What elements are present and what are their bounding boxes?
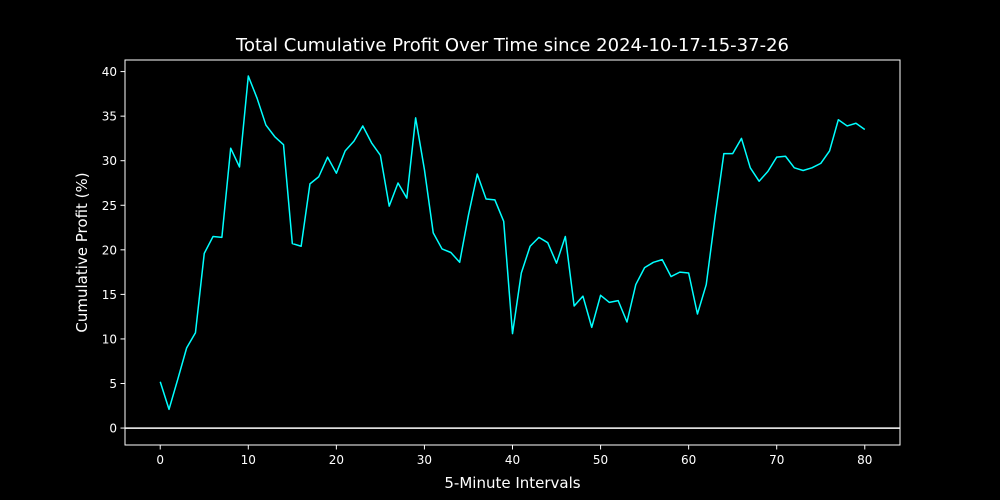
x-tick-label: 70: [769, 453, 784, 467]
x-tick-label: 20: [329, 453, 344, 467]
y-axis: 0 5 10 15 20 25 30 35 40: [102, 65, 125, 436]
profit-series-line: [159, 75, 866, 411]
y-axis-label: Cumulative Profit (%): [73, 172, 91, 332]
x-tick-label: 50: [593, 453, 608, 467]
x-tick-label: 80: [857, 453, 872, 467]
y-tick-label: 5: [109, 377, 117, 391]
y-tick-label: 40: [102, 65, 117, 79]
x-tick-label: 30: [417, 453, 432, 467]
y-tick-label: 0: [109, 422, 117, 436]
y-tick-label: 35: [102, 110, 117, 124]
x-tick-label: 10: [241, 453, 256, 467]
x-tick-label: 0: [156, 453, 164, 467]
y-tick-label: 15: [102, 288, 117, 302]
x-axis: 0 10 20 30 40 50 60 70 80: [156, 445, 872, 467]
y-tick-label: 25: [102, 199, 117, 213]
x-tick-label: 40: [505, 453, 520, 467]
y-tick-label: 20: [102, 243, 117, 257]
plot-area: [125, 75, 900, 429]
x-axis-label: 5-Minute Intervals: [444, 474, 580, 492]
chart-title: Total Cumulative Profit Over Time since …: [235, 35, 789, 56]
y-tick-label: 10: [102, 332, 117, 346]
x-tick-label: 60: [681, 453, 696, 467]
y-tick-label: 30: [102, 154, 117, 168]
